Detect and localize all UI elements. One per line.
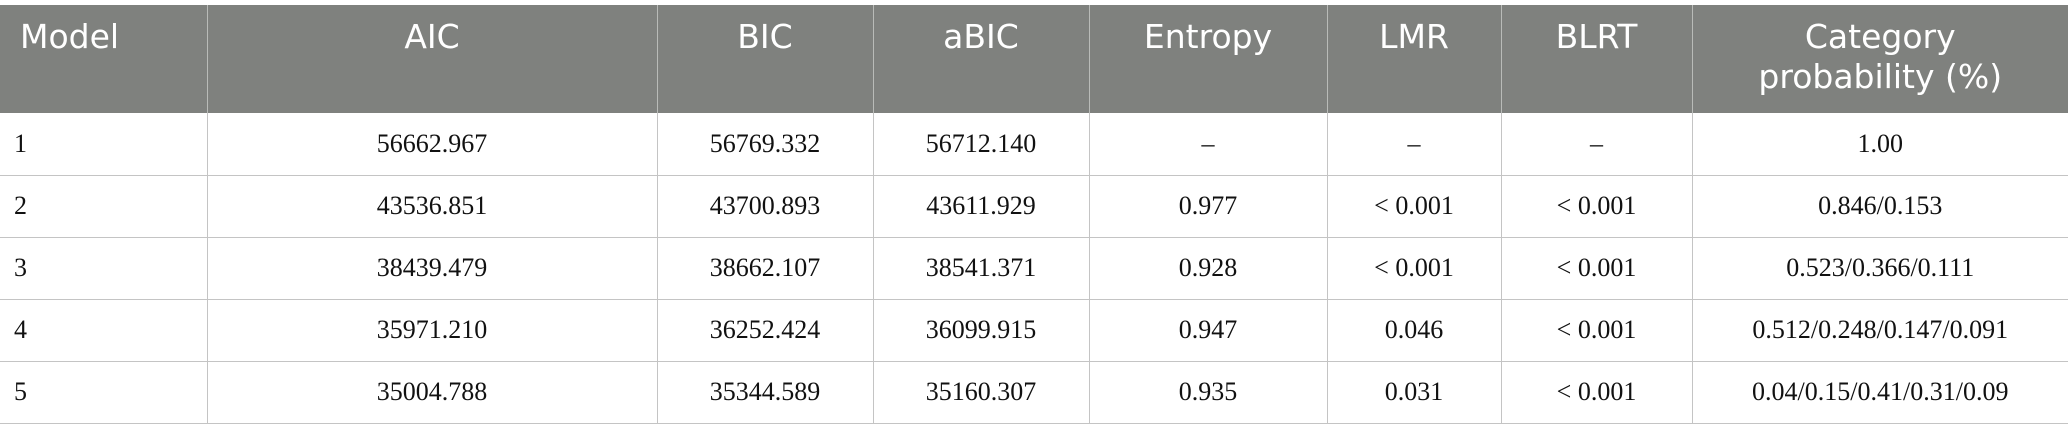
table-cell: < 0.001: [1326, 237, 1502, 300]
table-cell: < 0.001: [1500, 175, 1693, 238]
table-cell: 1: [0, 113, 208, 176]
table-cell: 0.977: [1088, 175, 1328, 238]
table-cell: 0.928: [1088, 237, 1328, 300]
results-table: Model AIC BIC aBIC Entropy LMR BLRT Category pr…: [0, 5, 2068, 424]
table-cell: < 0.001: [1500, 237, 1693, 300]
header-row: Model AIC BIC aBIC Entropy LMR BLRT Category pr…: [0, 5, 2068, 113]
table-cell: 2: [0, 175, 208, 238]
table-cell: 43536.851: [206, 175, 658, 238]
table-row: 3 38439.479 38662.107 38541.371 0.928 < 0.001…: [0, 237, 2068, 300]
table-cell: 0.512/0.248/0.147/0.091: [1691, 299, 2068, 362]
column-header: BIC: [657, 5, 874, 113]
table-cell: 35344.589: [656, 361, 874, 424]
column-header: LMR: [1327, 5, 1502, 113]
table-cell: 35971.210: [206, 299, 658, 362]
column-header: AIC: [207, 5, 658, 113]
column-header: Entropy: [1089, 5, 1328, 113]
table-cell: –: [1326, 113, 1502, 176]
table-cell: –: [1500, 113, 1693, 176]
table-cell: 0.523/0.366/0.111: [1691, 237, 2068, 300]
column-header: Model: [0, 5, 208, 113]
table-row: 2 43536.851 43700.893 43611.929 0.977 < 0.001…: [0, 175, 2068, 238]
table-row: 4 35971.210 36252.424 36099.915 0.947 0.046 < …: [0, 299, 2068, 362]
table-header: Model AIC BIC aBIC Entropy LMR BLRT Category pr…: [0, 5, 2068, 113]
table-cell: 56712.140: [872, 113, 1090, 176]
table-cell: 5: [0, 361, 208, 424]
table-cell: 0.04/0.15/0.41/0.31/0.09: [1691, 361, 2068, 424]
table-cell: 38662.107: [656, 237, 874, 300]
table-cell: –: [1088, 113, 1328, 176]
column-header: Category probability (%): [1692, 5, 2068, 113]
table-cell: 0.046: [1326, 299, 1502, 362]
table-row: 5 35004.788 35344.589 35160.307 0.935 0.031 < …: [0, 361, 2068, 424]
table-cell: 36252.424: [656, 299, 874, 362]
table-cell: 36099.915: [872, 299, 1090, 362]
table-cell: 0.947: [1088, 299, 1328, 362]
table-cell: 38439.479: [206, 237, 658, 300]
table-cell: 56769.332: [656, 113, 874, 176]
table-cell: 35160.307: [872, 361, 1090, 424]
table-cell: 3: [0, 237, 208, 300]
table-cell: < 0.001: [1500, 299, 1693, 362]
table-cell: 43700.893: [656, 175, 874, 238]
table-cell: 0.846/0.153: [1691, 175, 2068, 238]
table-cell: < 0.001: [1500, 361, 1693, 424]
table-cell: 56662.967: [206, 113, 658, 176]
table-row: 1 56662.967 56769.332 56712.140– – –1.00: [0, 113, 2068, 176]
table-cell: 38541.371: [872, 237, 1090, 300]
table-cell: 0.935: [1088, 361, 1328, 424]
table-cell: < 0.001: [1326, 175, 1502, 238]
table-cell: 1.00: [1691, 113, 2068, 176]
table-cell: 4: [0, 299, 208, 362]
table-cell: 43611.929: [872, 175, 1090, 238]
table-cell: 0.031: [1326, 361, 1502, 424]
column-header: BLRT: [1501, 5, 1693, 113]
table-body: 1 56662.967 56769.332 56712.140– – –1.00 2 4353…: [0, 113, 2068, 424]
table-cell: 35004.788: [206, 361, 658, 424]
column-header: aBIC: [873, 5, 1090, 113]
